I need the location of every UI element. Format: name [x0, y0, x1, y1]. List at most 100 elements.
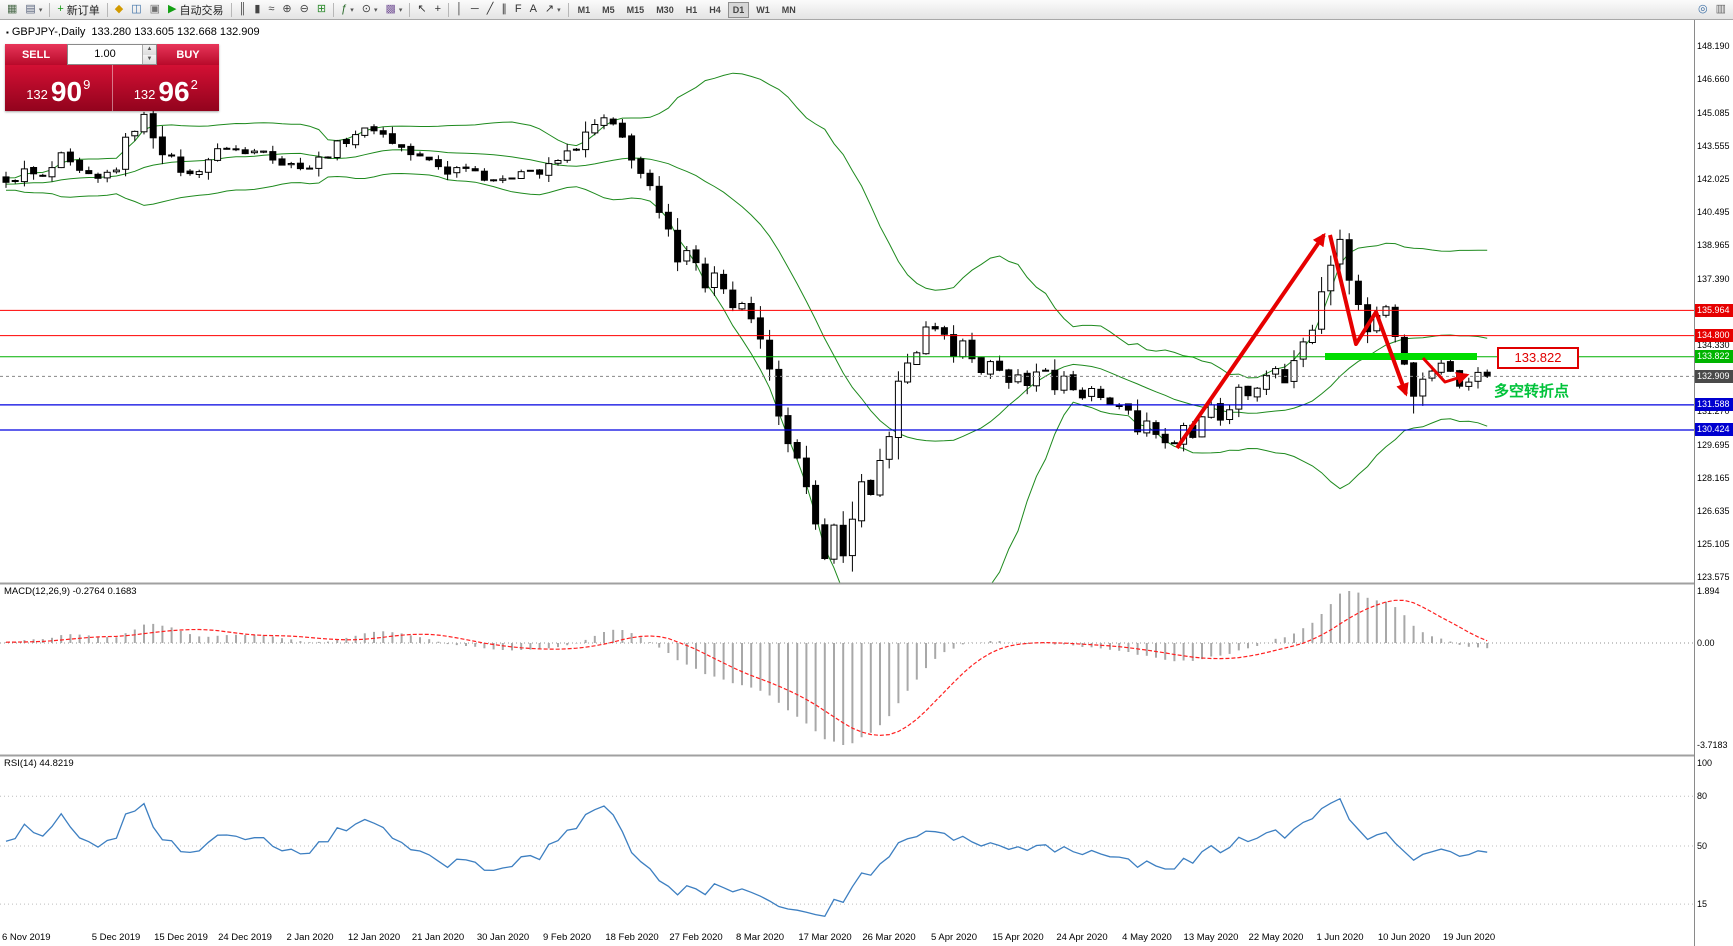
buy-price[interactable]: 132 96 2	[113, 65, 220, 111]
macd-pane[interactable]	[0, 591, 1694, 745]
turning-point-text[interactable]: 多空转折点	[1494, 383, 1570, 400]
pivot-price-label[interactable]: 133.822	[1497, 347, 1579, 369]
sell-price[interactable]: 132 90 9	[5, 65, 112, 111]
toolbar-templates-button[interactable]: ▩ ▾	[381, 0, 406, 19]
chevron-down-icon: ▾	[398, 6, 403, 14]
toolbar-indicators-button[interactable]: ƒ ▾	[337, 0, 358, 19]
timeframe-m30-button[interactable]: M30	[656, 4, 674, 15]
candles-layer	[2, 103, 1491, 572]
toolbar-tile-windows-button[interactable]: ⊞	[313, 0, 330, 19]
blue-level-badge: 131.588	[1695, 398, 1733, 411]
buy-price-big: 96	[158, 76, 190, 107]
toolbar-bar-chart-mode-button[interactable]: ║	[235, 0, 251, 19]
toolbar-vertical-line-button[interactable]: │	[452, 0, 467, 19]
timeframe-h1-button[interactable]: H1	[685, 4, 698, 15]
price-scale[interactable]: 148.190 146.660 145.085 143.555 142.025 140.4…	[1694, 20, 1733, 946]
toolbar-new-chart-button[interactable]: ▦	[3, 0, 21, 19]
toolbar-market-watch-button[interactable]: ◫	[127, 0, 145, 19]
date-label: 18 Feb 2020	[605, 932, 659, 943]
volume-value[interactable]: 1.00	[94, 48, 116, 60]
search-icon: ◎	[1697, 3, 1708, 15]
toolbar-new-order-button[interactable]: + 新订单	[53, 0, 103, 19]
date-label: 27 Feb 2020	[669, 932, 723, 943]
main-price-pane[interactable]	[0, 72, 1694, 615]
text-icon: A	[529, 3, 537, 15]
rsi-scale-50: 50	[1697, 841, 1708, 851]
buy-button[interactable]: BUY	[157, 44, 219, 65]
chevron-down-icon: ▾	[350, 6, 354, 14]
date-label: 15 Apr 2020	[992, 932, 1044, 943]
timeframe-d1-button[interactable]: D1	[727, 1, 750, 18]
toolbar-line-chart-mode-button[interactable]: ≈	[264, 0, 278, 19]
bollinger-lower-band	[6, 172, 1488, 583]
toolbar-zoom-in-button[interactable]: ⊕	[278, 0, 295, 19]
toolbar-terminal-button[interactable]: ▣	[146, 0, 164, 19]
toolbar-search-button[interactable]: ◎	[1694, 0, 1712, 19]
pivot-highlight-segment[interactable]	[1325, 353, 1477, 360]
chart-window-icon: ▪	[6, 28, 9, 37]
date-label: 15 Dec 2019	[154, 932, 208, 943]
fibonacci-icon: F	[514, 3, 522, 15]
timeframe-m1-button[interactable]: M1	[577, 4, 591, 15]
toolbar-horizontal-line-button[interactable]: ─	[467, 0, 483, 19]
toolbar-fibonacci-button[interactable]: F	[511, 0, 526, 19]
indicators-icon: ƒ	[341, 3, 348, 15]
date-label: 26 Mar 2020	[862, 932, 916, 943]
timeframe-h4-button[interactable]: H4	[709, 4, 721, 15]
toolbar-profiles-button[interactable]: ▤ ▾	[21, 0, 46, 19]
toolbar-zoom-out-button[interactable]: ⊖	[296, 0, 313, 19]
toolbar-window-layout-button[interactable]: ▥	[1712, 0, 1730, 19]
date-label: 9 Feb 2020	[542, 932, 592, 943]
volume-spinner[interactable]: ▲ ▼	[142, 45, 156, 64]
trend-arrows[interactable]	[1175, 232, 1470, 450]
profiles-icon: ▤	[25, 3, 36, 15]
window-layout-icon: ▥	[1715, 3, 1726, 15]
volume-down-arrow[interactable]: ▼	[143, 54, 156, 64]
volume-up-arrow[interactable]: ▲	[143, 45, 156, 55]
chart-canvas[interactable]	[0, 20, 1733, 946]
toolbar-text-button[interactable]: A	[526, 0, 541, 19]
equidistant-channel-icon: ∥	[501, 3, 507, 15]
price-tick: 146.660	[1697, 74, 1730, 84]
metaeditor-icon: ◆	[114, 3, 124, 15]
toolbar-trendline-button[interactable]: ╱	[483, 0, 498, 19]
price-tick: 131.270	[1697, 406, 1730, 416]
toolbar-equidistant-channel-button[interactable]: ∥	[497, 0, 511, 19]
timeframe-m5-button[interactable]: M5	[602, 4, 615, 15]
toolbar-arrows-tool-button[interactable]: ↗ ▾	[541, 0, 565, 19]
date-axis[interactable]: 6 Nov 2019 5 Dec 2019 15 Dec 2019 24 Dec 20…	[0, 929, 1694, 946]
toolbar-candlestick-mode-button[interactable]: ▮	[250, 0, 264, 19]
symbol-period-label: GBPJPY-,Daily	[11, 26, 86, 38]
timeframe-m15-button[interactable]: M15	[626, 4, 645, 15]
price-tick: 125.105	[1697, 539, 1730, 549]
main-toolbar: ▦ ▤ ▾ + 新订单 ◆ ◫ ▣ ▶ 自动交易 ║ ▮ ≈ ⊕ ⊖ ⊞ ƒ ▾ ⊙ ▾ ▩ ▾ ↖ + │ ─ ╱ ∥ F A ↗ ▾ M1 M…	[0, 0, 1733, 20]
templates-icon: ▩	[385, 3, 396, 15]
rsi-scale-80: 80	[1697, 791, 1708, 801]
date-label: 30 Jan 2020	[476, 932, 530, 943]
date-label: 8 Mar 2020	[735, 932, 785, 943]
price-tick: 143.555	[1697, 141, 1730, 151]
toolbar-auto-trading-button[interactable]: ▶ 自动交易	[164, 0, 227, 19]
timeframe-mn-button[interactable]: MN	[781, 4, 796, 15]
sell-button[interactable]: SELL	[5, 44, 67, 65]
toolbar-periods-button[interactable]: ⊙ ▾	[358, 0, 382, 19]
toolbar-crosshair-button[interactable]: +	[431, 0, 445, 19]
rsi-label: RSI(14) 44.8219	[4, 758, 74, 769]
volume-input[interactable]: 1.00 ▲ ▼	[67, 44, 157, 65]
toolbar-separator	[230, 2, 232, 17]
rsi-pane[interactable]	[0, 795, 1694, 918]
timeframe-w1-button[interactable]: W1	[756, 4, 770, 15]
date-label: 12 Jan 2020	[347, 932, 401, 943]
price-tick: 140.495	[1697, 207, 1730, 217]
price-tick: 134.330	[1697, 340, 1730, 350]
toolbar-metaeditor-button[interactable]: ◆	[111, 0, 127, 19]
toolbar-cursor-button[interactable]: ↖	[413, 0, 430, 19]
price-tick: 138.965	[1697, 240, 1730, 250]
auto-trading-icon: ▶	[168, 3, 177, 15]
chart-workspace[interactable]: ▪ GBPJPY-,Daily 133.280 133.605 132.668 13…	[0, 20, 1733, 946]
date-label: 22 May 2020	[1248, 932, 1304, 943]
toolbar-right-group: ◎ ▥	[1694, 0, 1730, 19]
toolbar-separator	[448, 2, 450, 17]
chevron-down-icon: ▾	[38, 6, 43, 14]
